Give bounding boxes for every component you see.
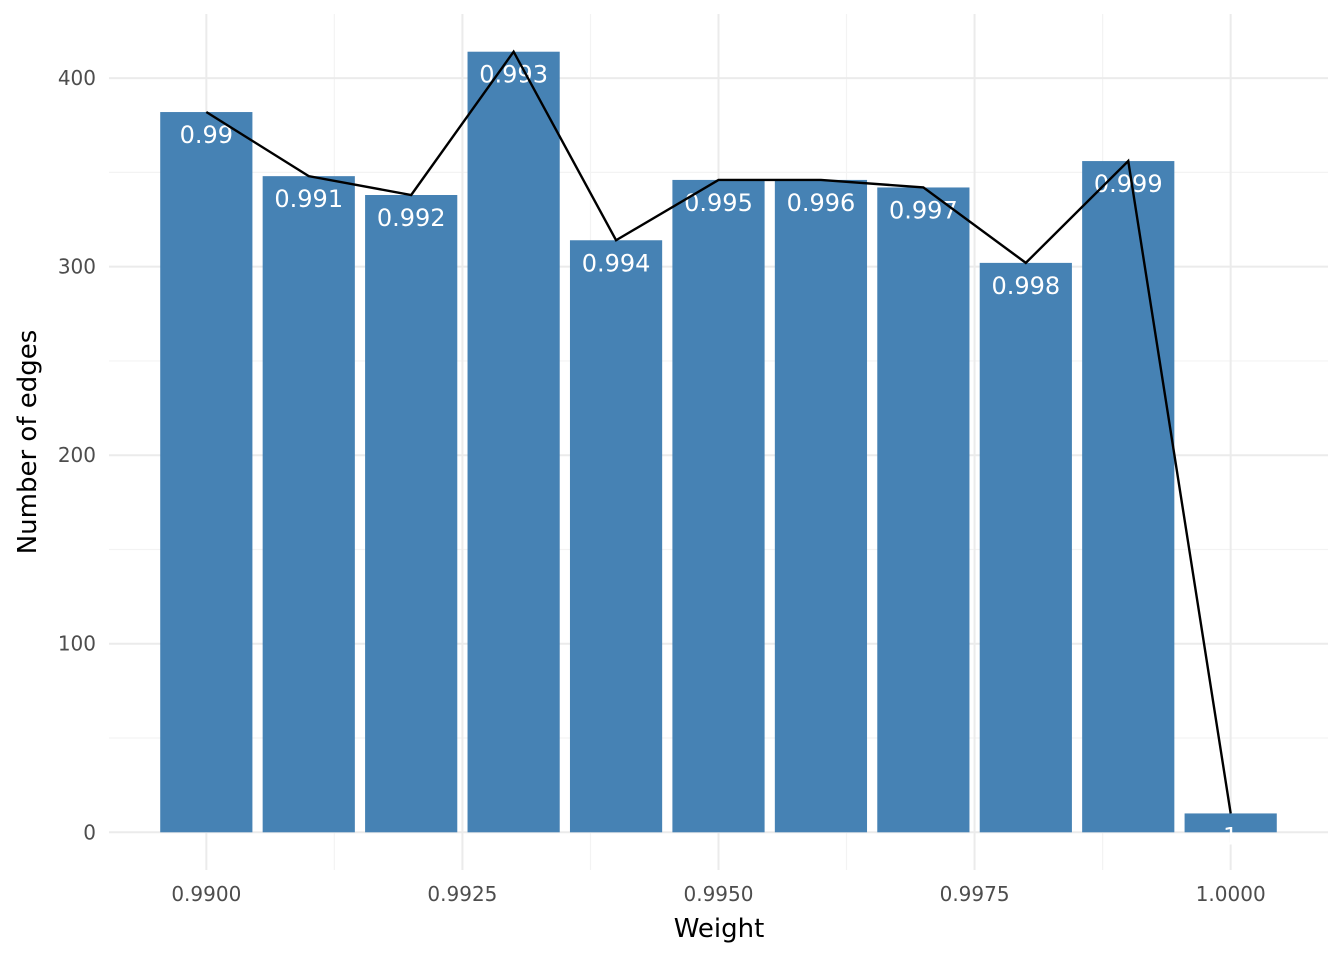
y-axis-title: Number of edges [13,330,43,555]
bar [774,179,868,833]
y-tick-label: 0 [83,820,96,844]
bar [672,179,765,833]
x-tick-label: 0.9950 [684,882,754,906]
bar [365,195,458,833]
bars [160,51,1277,833]
bar-label: 0.992 [377,204,446,232]
y-tick-label: 200 [58,443,96,467]
y-axis-ticks: 0 100 200 300 400 [58,66,96,844]
bar [160,112,253,833]
x-tick-label: 0.9975 [940,882,1010,906]
bar [877,187,970,833]
bar-label: 0.994 [582,249,651,277]
bar-label: 0.991 [274,185,343,213]
bar [979,262,1072,833]
bar [569,240,663,833]
bar-label: 0.99 [180,121,233,149]
x-tick-label: 0.9925 [427,882,497,906]
x-tick-label: 0.9900 [171,882,241,906]
bar-label: 0.998 [991,272,1060,300]
bar-label: 0.996 [787,189,856,217]
bar-label: 1 [1223,822,1238,850]
bar [1082,161,1175,833]
bar [467,51,560,833]
bar [1184,813,1277,833]
bar-label: 0.997 [889,196,958,224]
y-tick-label: 300 [58,255,96,279]
trend-line [205,49,1232,814]
y-tick-label: 400 [58,66,96,90]
x-axis-ticks: 0.9900 0.9925 0.9950 0.9975 1.0000 [171,882,1265,906]
bar [262,176,355,833]
x-axis-title: Weight [674,914,765,944]
y-tick-label: 100 [58,632,96,656]
x-tick-label: 1.0000 [1196,882,1266,906]
